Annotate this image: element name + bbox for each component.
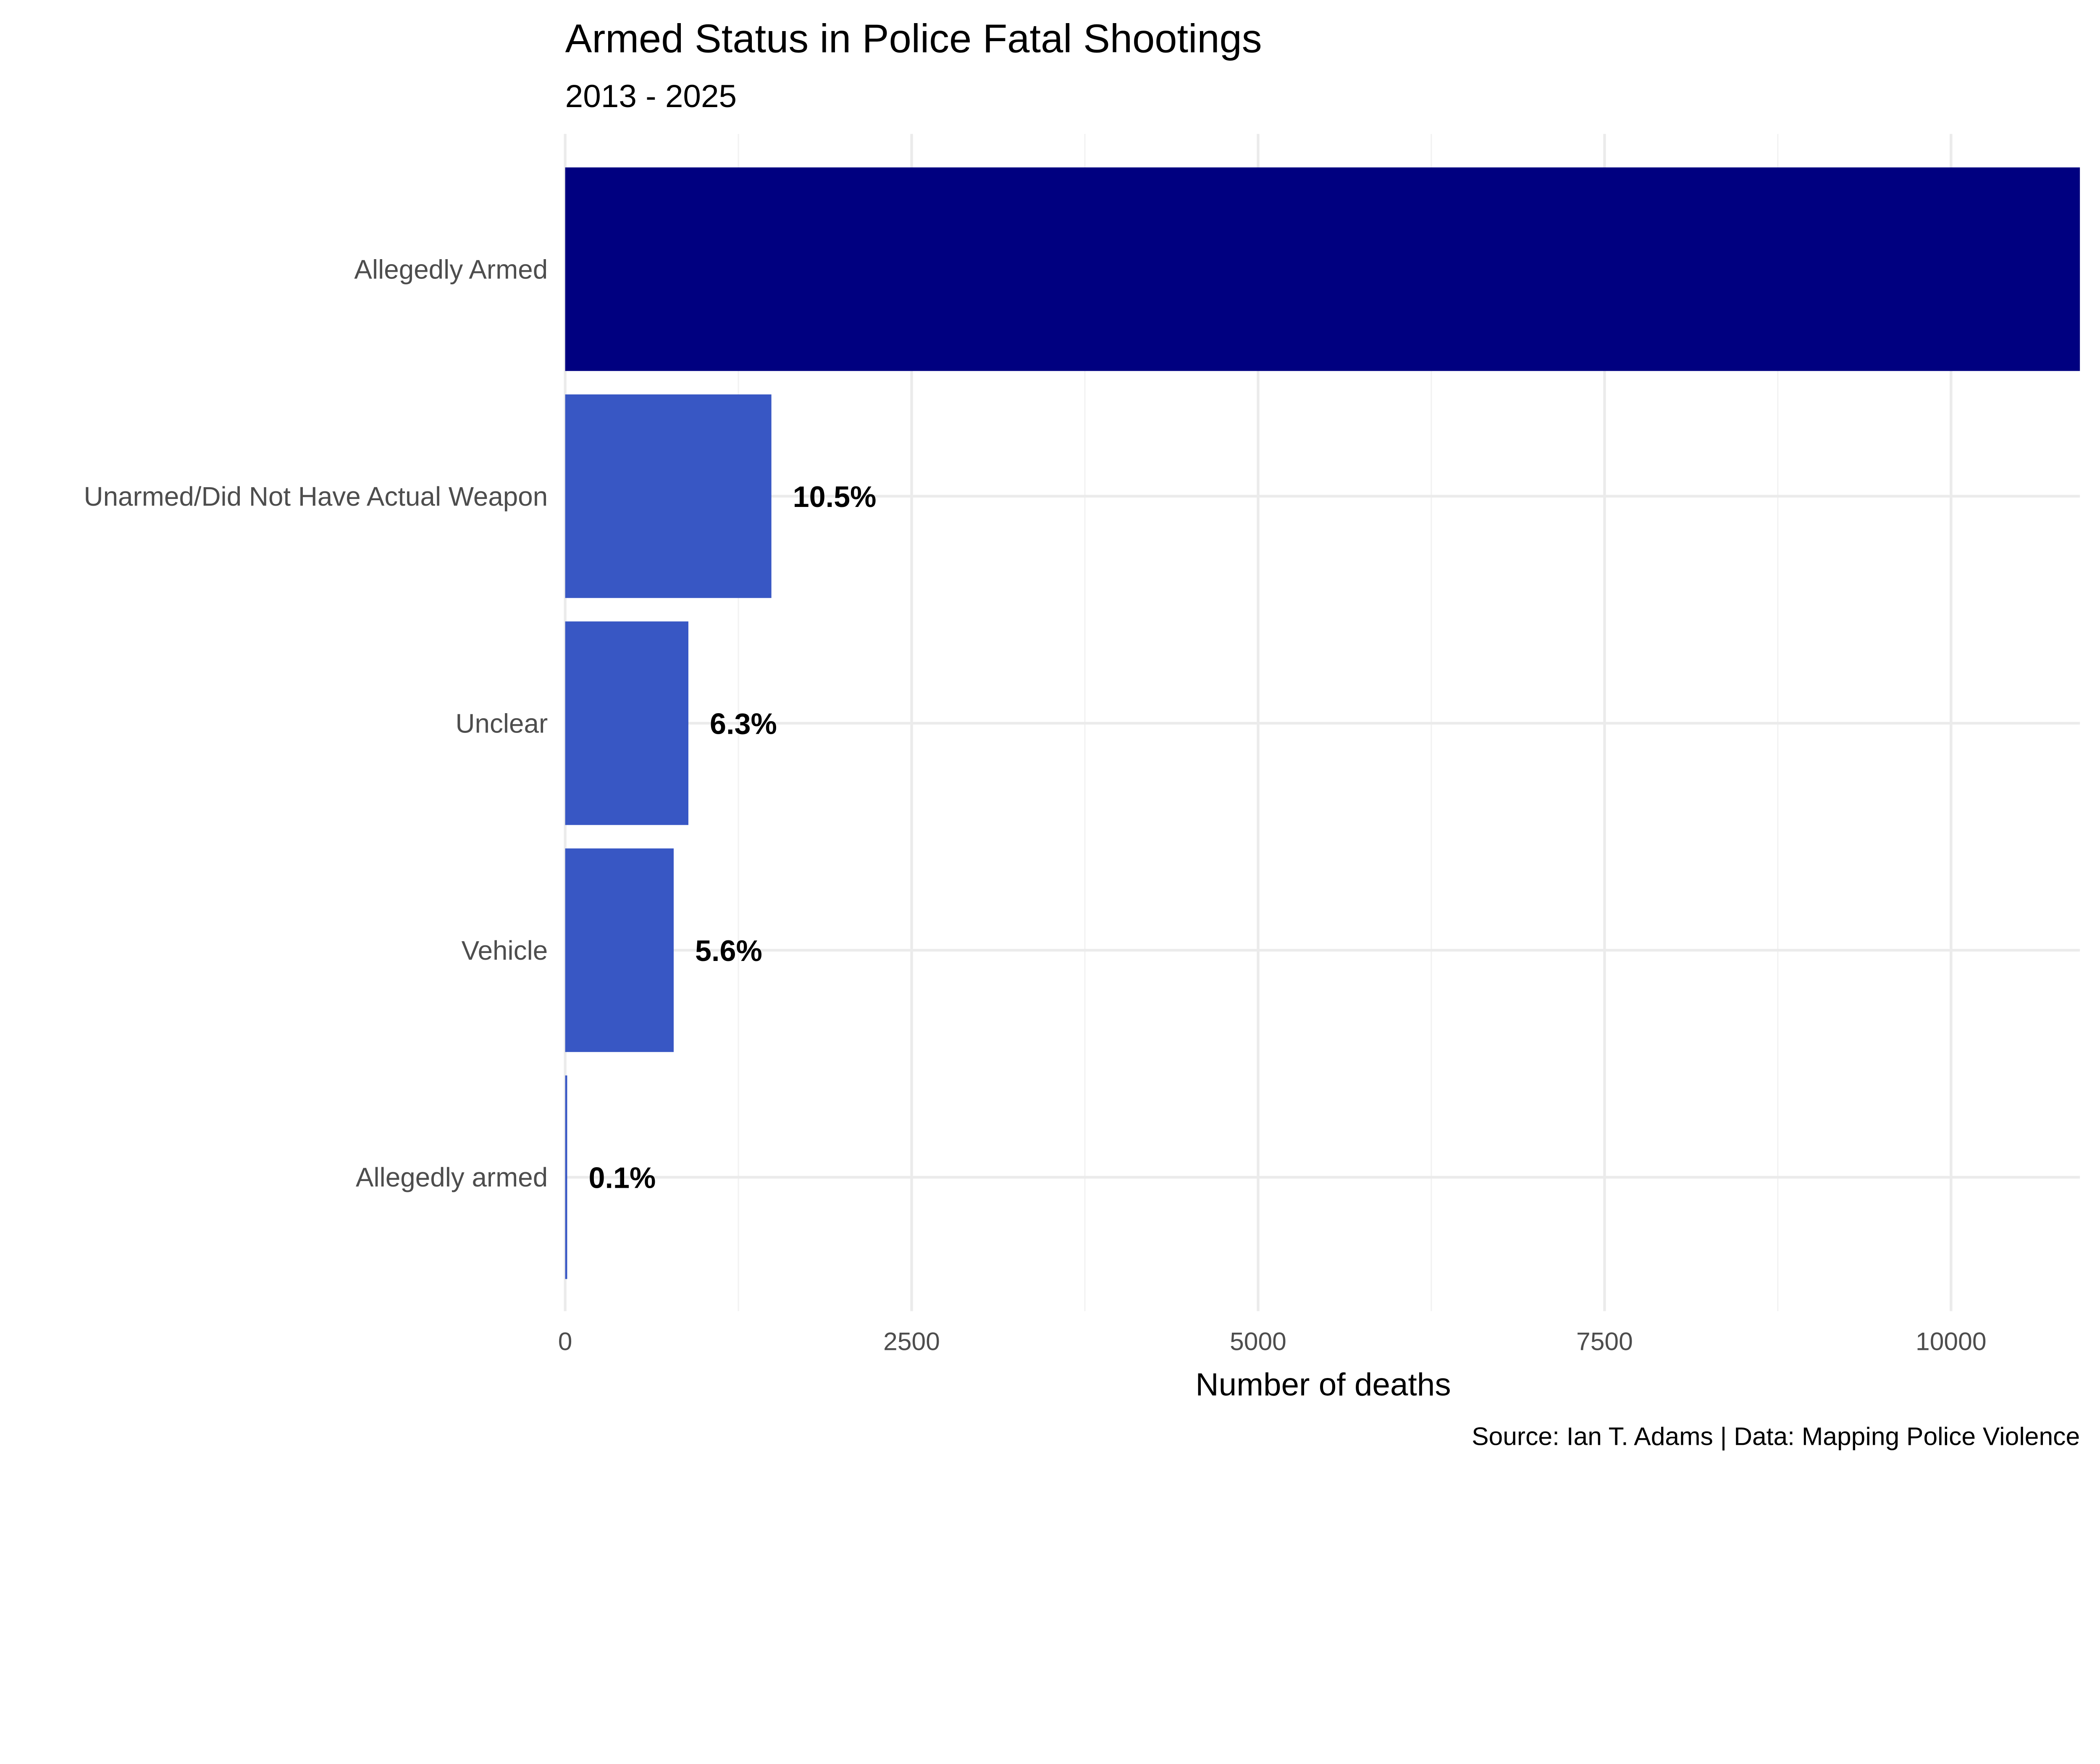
category-label: Unclear [455,708,548,738]
bar [565,394,772,598]
data-label: 0.1% [588,1161,656,1194]
category-label: Vehicle [462,935,548,966]
bar [565,621,689,825]
bars [565,167,2080,1279]
x-tick-label: 10000 [1916,1327,1986,1355]
data-label: 5.6% [695,934,762,967]
x-tick-label: 7500 [1576,1327,1633,1355]
bar [565,167,2080,371]
x-tick-label: 2500 [883,1327,940,1355]
bar-chart: Armed Status in Police Fatal Shootings 2… [84,16,2080,1451]
x-axis-label: Number of deaths [1195,1367,1451,1403]
x-tick-labels: 0 2500 5000 7500 10000 [558,1327,1987,1355]
bar [565,1075,567,1279]
data-label: 10.5% [793,480,877,513]
chart-title: Armed Status in Police Fatal Shootings [565,16,1262,61]
data-label: 6.3% [710,707,777,740]
data-labels: 10.5% 6.3% 5.6% 0.1% [588,480,876,1194]
category-labels: Allegedly Armed Unarmed/Did Not Have Actu… [84,254,548,1192]
bar [565,848,674,1052]
category-label: Allegedly armed [356,1162,548,1192]
category-label: Allegedly Armed [354,254,548,284]
x-tick-label: 5000 [1230,1327,1286,1355]
chart-subtitle: 2013 - 2025 [565,79,737,114]
caption: Source: Ian T. Adams | Data: Mapping Pol… [1472,1422,2080,1451]
x-tick-label: 0 [558,1327,572,1355]
category-label: Unarmed/Did Not Have Actual Weapon [84,481,548,512]
